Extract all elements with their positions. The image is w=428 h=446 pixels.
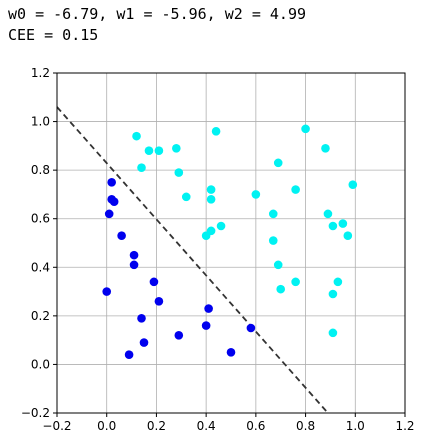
class-1-point [333, 277, 343, 287]
y-tick-label: 1.2 [31, 66, 50, 80]
class-0-point [109, 197, 119, 207]
class-1-point [291, 277, 300, 287]
class-0-point [201, 321, 211, 330]
class-1-point [201, 231, 211, 241]
class-0-point [154, 296, 164, 306]
class-1-point [273, 158, 283, 168]
class-1-point [328, 328, 338, 338]
class-1-point [328, 221, 338, 231]
class-0-point [137, 313, 146, 323]
class-0-point [129, 260, 139, 270]
class-1-point [132, 131, 141, 141]
class-0-point [104, 209, 114, 219]
x-tick-label: 0.2 [147, 419, 166, 433]
x-tick-label: 0.6 [246, 419, 265, 433]
class-0-point [139, 338, 149, 347]
class-0-point [129, 250, 139, 260]
class-0-point [102, 287, 112, 296]
class-0-point [246, 323, 256, 333]
class-1-point [137, 163, 146, 173]
class-1-point [206, 185, 216, 194]
class-0-point [149, 277, 159, 287]
class-0-point [226, 347, 236, 357]
class-1-point [301, 124, 310, 134]
class-1-point [328, 289, 338, 299]
y-tick-label: 0.2 [31, 309, 50, 323]
cee-text: CEE = 0.15 [8, 26, 99, 44]
x-tick-label: 1.0 [346, 419, 365, 433]
weights-header: w0 = -6.79, w1 = -5.96, w2 = 4.99 CEE = … [8, 4, 418, 46]
decision-boundary [56, 106, 329, 414]
y-tick-label: 0.6 [31, 212, 50, 226]
class-1-point [206, 194, 216, 204]
class-1-point [273, 260, 283, 270]
class-1-point [144, 146, 154, 156]
class-0-point [124, 350, 134, 360]
class-1-point [268, 236, 278, 245]
class-1-point [251, 190, 261, 199]
boundary-line [56, 106, 329, 414]
class-1-point [276, 284, 286, 294]
class-1-point [181, 192, 191, 202]
y-tick-label: 1.0 [31, 115, 50, 129]
grid [56, 72, 406, 414]
y-tick-label: 0.4 [31, 260, 50, 274]
class-1-point [174, 168, 184, 177]
class-1-point [268, 209, 278, 219]
class-1-point [348, 180, 358, 190]
class-1-point [323, 209, 333, 219]
class-0-point [107, 177, 116, 187]
class-0-point [117, 231, 126, 241]
class-0-point [174, 330, 184, 340]
x-tick-label: 0.8 [296, 419, 315, 433]
axis-ticks: −0.2 0.0 0.2 0.4 0.6 0.8 1.0 1.2 −0.2 0.0 0.2 0.4 0.… [21, 66, 415, 433]
weights-text: w0 = -6.79, w1 = -5.96, w2 = 4.99 [8, 5, 307, 23]
class-1-point [154, 146, 164, 156]
y-tick-label: 0.0 [31, 357, 50, 371]
class-1-point [172, 143, 181, 153]
class-1-point [211, 126, 221, 136]
class-1-point [321, 143, 330, 153]
class-1-point [343, 231, 353, 241]
x-tick-label: 0.4 [197, 419, 216, 433]
plot-frame [56, 72, 406, 414]
x-tick-label: −0.2 [42, 419, 71, 433]
class-0-point [204, 304, 213, 313]
y-tick-label: −0.2 [21, 406, 50, 420]
data-points [102, 124, 358, 360]
x-tick-label: 1.2 [395, 419, 414, 433]
x-tick-label: 0.0 [97, 419, 116, 433]
class-1-point [216, 221, 226, 231]
class-1-point [338, 219, 348, 228]
class-1-point [291, 185, 300, 194]
y-tick-label: 0.8 [31, 163, 50, 177]
